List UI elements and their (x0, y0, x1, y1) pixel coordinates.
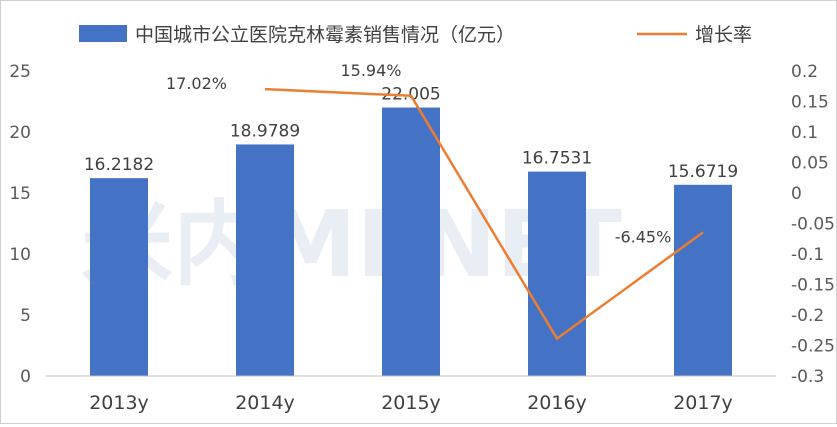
y-right-tick: -0.15 (791, 276, 835, 296)
y-right-tick: 0.1 (791, 123, 818, 143)
y-left-tick: 10 (9, 245, 31, 265)
x-tick-2015y: 2015y (381, 392, 441, 414)
y-right-tick: 0 (791, 184, 802, 204)
y-right-tick: -0.05 (791, 215, 835, 235)
bar-2015y (382, 107, 440, 376)
bar-label-2016y: 16.7531 (522, 149, 592, 169)
legend-bar-swatch (79, 25, 127, 42)
rate-label-2014y: 17.02% (166, 74, 227, 93)
y-right-tick: -0.25 (791, 337, 835, 357)
y-left-tick: 15 (9, 184, 31, 204)
y-right-tick: 0.05 (791, 154, 829, 174)
legend-line-label: 增长率 (695, 24, 752, 46)
y-right-tick: -0.2 (791, 306, 824, 326)
y-left-tick: 20 (9, 123, 31, 143)
y-right-tick: 0.2 (791, 62, 818, 82)
bar-label-2017y: 15.6719 (668, 162, 738, 182)
bar-2013y (90, 178, 148, 376)
rate-label-2016y: -23.87% (468, 422, 535, 423)
x-tick-2017y: 2017y (673, 392, 733, 414)
growth-rate-line (264, 87, 704, 341)
bar-2016y (528, 171, 586, 376)
bar-label-2013y: 16.2182 (84, 155, 154, 175)
x-tick-2013y: 2013y (89, 392, 149, 414)
legend: 中国城市公立医院克林霉素销售情况（亿元） 增长率 (79, 24, 752, 46)
rate-label-2017y: -6.45% (615, 227, 672, 246)
y-right-tick: -0.3 (791, 367, 824, 387)
y-right-tick: -0.1 (791, 245, 824, 265)
rate-label-2015y: 15.94% (340, 61, 401, 80)
y-left-tick: 0 (20, 367, 31, 387)
bar-2014y (236, 144, 294, 376)
x-tick-2014y: 2014y (235, 392, 295, 414)
legend-bar-label: 中国城市公立医院克林霉素销售情况（亿元） (135, 24, 515, 46)
bar-label-2014y: 18.9789 (230, 121, 300, 141)
y-left-tick: 5 (20, 306, 31, 326)
y-left-tick: 25 (9, 62, 31, 82)
x-tick-2016y: 2016y (527, 392, 587, 414)
y-right-tick: 0.15 (791, 93, 829, 113)
bar-2017y (674, 184, 732, 376)
